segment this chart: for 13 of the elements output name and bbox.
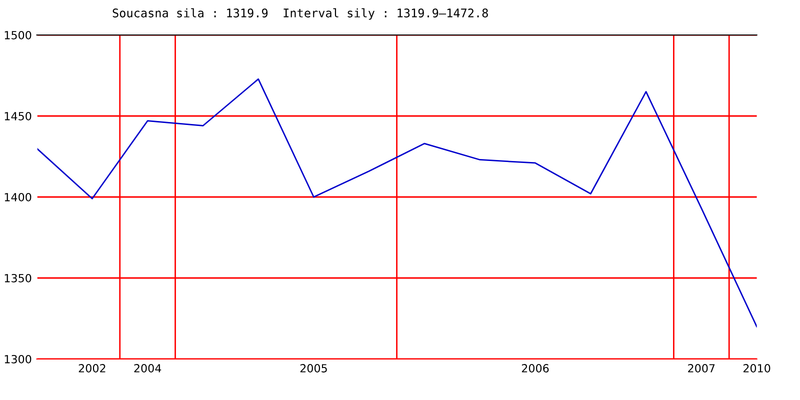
y-tick-label: 1400: [4, 192, 32, 202]
x-tick-label: 2007: [688, 364, 715, 372]
x-tick-label: 2010: [743, 364, 770, 372]
y-tick-label: 1500: [4, 30, 32, 40]
x-tick-label: 2005: [300, 364, 327, 372]
line-series: [36, 78, 757, 328]
y-tick-label: 1450: [4, 112, 32, 120]
chart-title: Soucasna sila : 1319.9 Interval sily : 1319.9–1472.8: [112, 8, 488, 20]
x-tick-label: 2006: [522, 364, 549, 372]
y-tick-label: 1350: [4, 274, 32, 282]
x-tick-label: 2004: [134, 364, 162, 372]
x-tick-label: 2002: [78, 364, 106, 372]
y-tick-label: 1300: [4, 354, 32, 364]
